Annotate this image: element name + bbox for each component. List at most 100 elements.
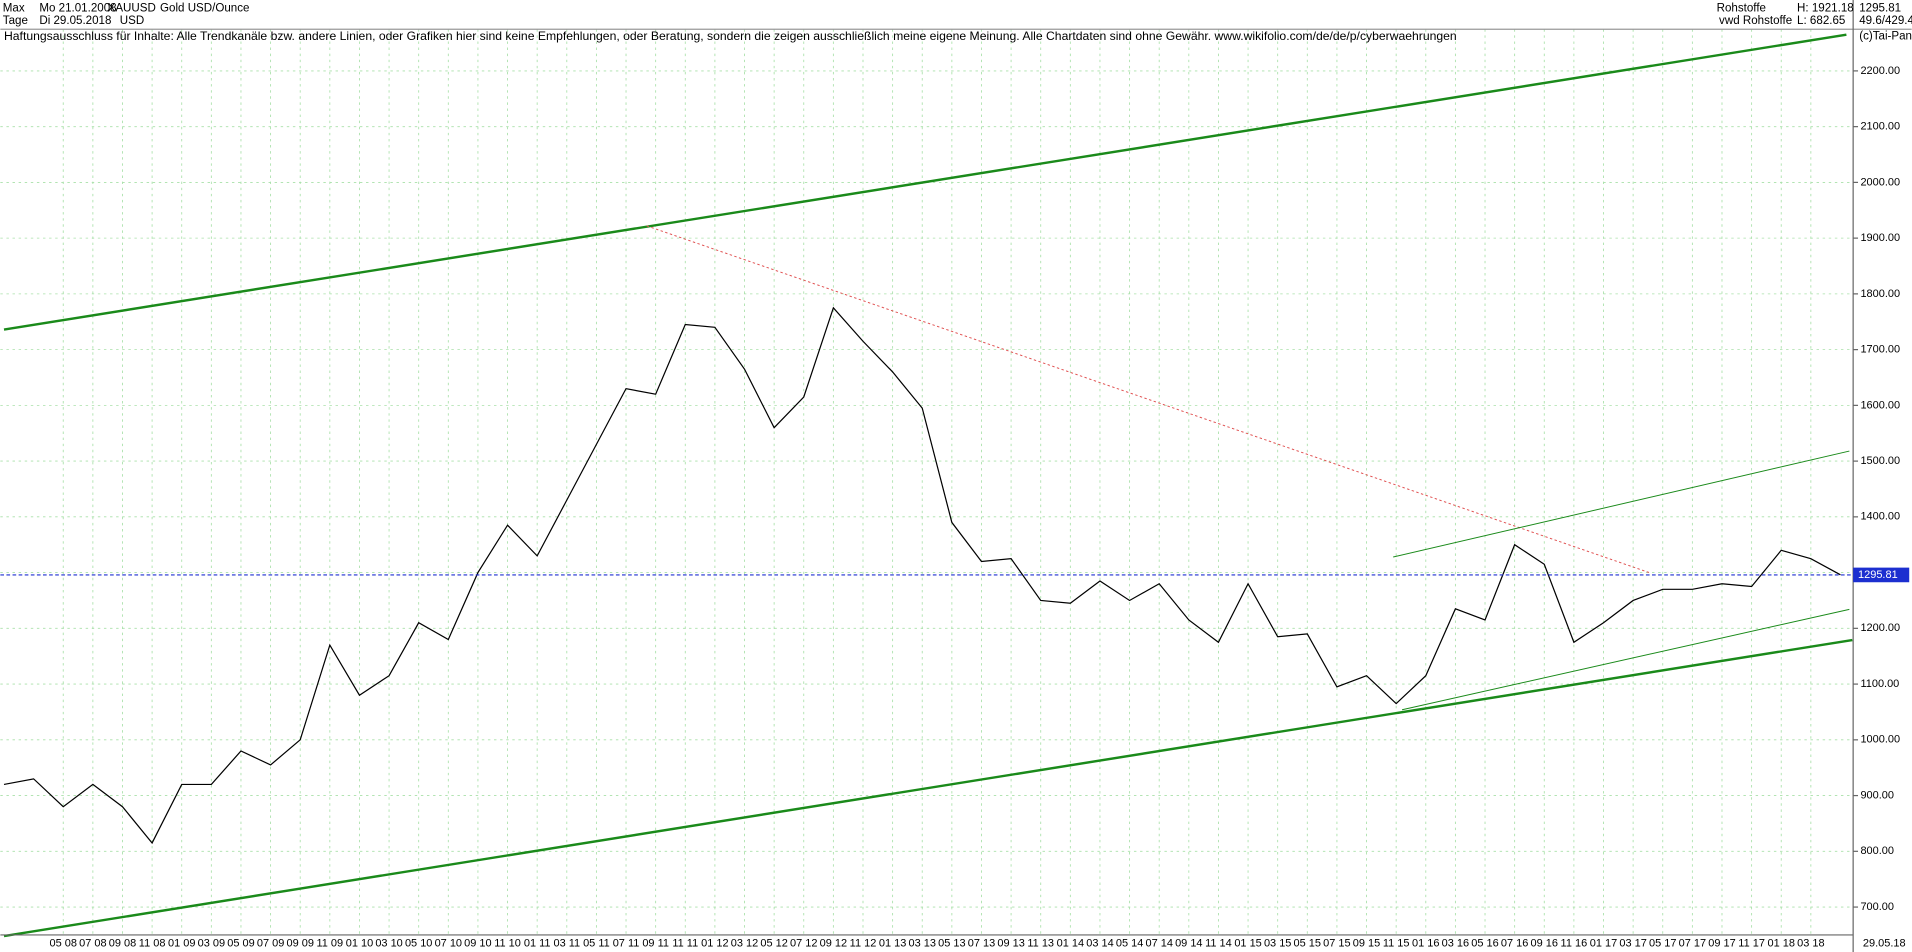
x-tick-label: 01 10	[346, 937, 373, 949]
trendline	[646, 225, 1652, 574]
x-tick-label: 07 10	[435, 937, 462, 949]
y-tick-label: 1700.00	[1860, 344, 1900, 356]
x-tick-label: 01 09	[168, 937, 195, 949]
y-tick-label: 700.00	[1860, 901, 1894, 913]
ratio: 49.6/429.4	[1859, 15, 1912, 27]
y-tick-label: 2200.00	[1860, 65, 1900, 77]
x-tick-label: 07 15	[1323, 937, 1350, 949]
x-tick-label: 11 13	[1027, 937, 1054, 949]
x-tick-label: 09 09	[286, 937, 313, 949]
trendline	[1401, 608, 1850, 711]
x-tick-label: 05 09	[227, 937, 254, 949]
x-tick-label: 01 13	[879, 937, 906, 949]
x-tick-label: 09 12	[820, 937, 847, 949]
x-tick-label: 09 13	[997, 937, 1024, 949]
x-tick-label: 11 14	[1205, 937, 1232, 949]
x-tick-label: 07 12	[790, 937, 817, 949]
x-tick-label: 01 16	[1412, 937, 1439, 949]
x-tick-label: 07 13	[968, 937, 995, 949]
x-tick-label: 01 18	[1768, 937, 1795, 949]
y-tick-label: 900.00	[1860, 789, 1894, 801]
x-tick-label: 03 11	[553, 937, 580, 949]
y-tick-label: 1200.00	[1860, 622, 1900, 634]
x-tick-label: 09 14	[1175, 937, 1202, 949]
x-tick-label: 05 13	[938, 937, 965, 949]
x-tick-label: 09 10	[464, 937, 491, 949]
x-tick-label: 03 15	[1264, 937, 1291, 949]
x-tick-label: 05 11	[583, 937, 610, 949]
x-tick-label: 01 17	[1590, 937, 1617, 949]
x-tick-label: 03 12	[731, 937, 758, 949]
trendline	[3, 638, 1853, 938]
x-tick-label: 03 16	[1442, 937, 1469, 949]
x-tick-label: 05 17	[1649, 937, 1676, 949]
x-tick-label: 11 08	[139, 937, 166, 949]
end-date: Di 29.05.2018	[39, 15, 111, 27]
period[interactable]: Tage	[3, 15, 28, 27]
x-tick-label: 09 15	[1353, 937, 1380, 949]
currency: USD	[120, 15, 144, 27]
y-tick-label: 1400.00	[1860, 511, 1900, 523]
end-date-label: 29.05.18	[1863, 937, 1906, 949]
x-tick-label: 01 15	[1234, 937, 1261, 949]
y-tick-label: 800.00	[1860, 845, 1894, 857]
low: L: 682.65	[1797, 15, 1845, 27]
trendline	[1393, 450, 1850, 558]
high: H: 1921.18	[1797, 3, 1854, 15]
x-tick-label: 07 17	[1679, 937, 1706, 949]
x-tick-label: 11 10	[494, 937, 521, 949]
last-price-header: 1295.81	[1859, 3, 1901, 15]
x-tick-label: 01 14	[1057, 937, 1084, 949]
x-tick-label: 03 18	[1797, 937, 1824, 949]
x-tick-label: 03 17	[1619, 937, 1646, 949]
x-tick-label: 03 10	[375, 937, 402, 949]
x-tick-label: 01 11	[524, 937, 551, 949]
x-tick-label: 11 17	[1738, 937, 1765, 949]
y-tick-label: 1600.00	[1860, 399, 1900, 411]
x-tick-label: 03 09	[198, 937, 225, 949]
symbol: XAUUSD	[108, 3, 156, 15]
y-tick-label: 1800.00	[1860, 288, 1900, 300]
trendline	[3, 33, 1847, 331]
y-tick-label: 1000.00	[1860, 734, 1900, 746]
x-tick-label: 11 09	[317, 937, 344, 949]
header-band	[0, 0, 1912, 30]
x-tick-label: 05 16	[1471, 937, 1498, 949]
y-tick-label: 1500.00	[1860, 455, 1900, 467]
y-tick-label: 1100.00	[1860, 678, 1899, 690]
x-tick-label: 07 08	[79, 937, 106, 949]
x-tick-label: 09 11	[642, 937, 669, 949]
x-tick-label: 09 08	[109, 937, 136, 949]
x-tick-label: 11 16	[1561, 937, 1588, 949]
y-tick-label: 2100.00	[1860, 121, 1900, 133]
range[interactable]: Max	[3, 3, 25, 15]
x-tick-label: 09 16	[1531, 937, 1558, 949]
x-tick-label: 05 15	[1294, 937, 1321, 949]
y-tick-label: 1900.00	[1860, 232, 1900, 244]
x-tick-label: 07 14	[1145, 937, 1172, 949]
x-tick-label: 11 15	[1383, 937, 1410, 949]
copyright: (c)Tai-Pan	[1859, 31, 1912, 43]
x-tick-label: 05 08	[50, 937, 77, 949]
x-tick-label: 07 09	[257, 937, 284, 949]
start-date: Mo 21.01.2008	[39, 3, 116, 15]
x-tick-label: 05 14	[1116, 937, 1143, 949]
last-price-label: 1295.81	[1858, 569, 1898, 581]
x-tick-label: 03 14	[1086, 937, 1113, 949]
y-tick-label: 2000.00	[1860, 176, 1900, 188]
group: Rohstoffe	[1717, 3, 1766, 15]
x-tick-label: 09 17	[1708, 937, 1735, 949]
plot	[0, 33, 1854, 938]
x-tick-label: 11 12	[850, 937, 877, 949]
x-tick-label: 05 10	[405, 937, 432, 949]
source: vwd Rohstoffe	[1719, 15, 1792, 27]
last-price-box	[1853, 567, 1910, 583]
price-line	[3, 306, 1841, 845]
grid	[0, 29, 1854, 935]
x-tick-label: 11 11	[672, 937, 698, 949]
x-tick-label: 07 11	[613, 937, 640, 949]
x-tick-label: 03 13	[909, 937, 936, 949]
